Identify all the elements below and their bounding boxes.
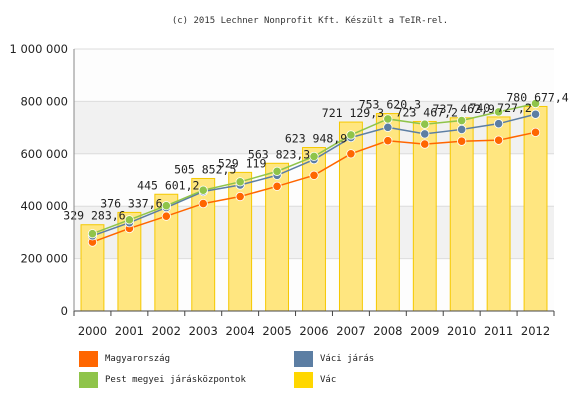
bar-data-label: 329 283,6 — [63, 209, 125, 223]
legend-label: Váci járás — [320, 354, 375, 364]
legend-swatch — [294, 351, 313, 367]
x-tick-label: 2001 — [115, 324, 144, 338]
x-tick-label: 2003 — [189, 324, 218, 338]
x-tick-label: 2007 — [336, 324, 365, 338]
series-point — [346, 130, 356, 140]
bar-data-label: 529 119 — [218, 156, 267, 170]
series-point — [530, 98, 541, 109]
x-tick-label: 2008 — [373, 324, 402, 338]
bar-data-label: 376 337,6 — [100, 196, 162, 210]
series-point — [235, 191, 245, 202]
series-point — [457, 136, 467, 146]
x-tick-label: 2009 — [410, 324, 439, 338]
y-tick-label: 200 000 — [20, 252, 68, 266]
series-point — [494, 119, 504, 129]
series-point — [198, 185, 208, 195]
series-point — [494, 107, 504, 117]
series-point — [124, 215, 134, 225]
series-point — [457, 124, 467, 135]
series-point — [272, 181, 282, 191]
legend-item-pest-megyei-jaraskozpontok[interactable]: Pest megyei járásközpontok — [79, 371, 246, 389]
series-point — [457, 115, 467, 126]
series-point — [309, 170, 319, 180]
y-tick-label: 600 000 — [20, 147, 68, 161]
series-point — [420, 129, 430, 139]
x-tick-label: 2002 — [152, 324, 181, 338]
bar-data-label: 780 677,4 — [506, 90, 568, 104]
x-tick-label: 2012 — [521, 324, 550, 338]
series-point — [87, 229, 98, 239]
y-tick-label: 800 000 — [20, 94, 68, 108]
y-tick-label: 1 000 000 — [9, 42, 68, 56]
series-point — [383, 114, 393, 124]
legend-item-vaci-jaras[interactable]: Váci járás — [294, 350, 374, 368]
bar-data-label: 563 823,3 — [248, 147, 310, 161]
series-point — [198, 198, 208, 209]
bar-data-label: 623 948,9 — [285, 132, 347, 146]
bar-data-label: 721 129,3 — [322, 106, 384, 120]
series-point — [346, 149, 356, 159]
series-point — [161, 201, 171, 211]
bar-data-label: 753 620,3 — [359, 98, 421, 112]
series-point — [383, 136, 393, 146]
series-point — [530, 109, 541, 119]
series-point — [309, 151, 319, 162]
series-point — [494, 135, 504, 145]
series-point — [235, 177, 245, 187]
bar-data-label: 740 727,2 — [469, 101, 531, 115]
bar-vac — [412, 120, 437, 312]
bar-data-label: 505 852,5 — [174, 162, 236, 176]
legend-item-magyarorszag[interactable]: Magyarország — [79, 350, 170, 368]
series-point — [420, 139, 430, 149]
bar-data-label: 737 462,9 — [433, 102, 495, 116]
series-point — [161, 211, 171, 221]
legend-label: Vác — [320, 375, 337, 385]
series-point — [272, 166, 282, 176]
legend-label: Magyarország — [105, 354, 171, 364]
legend-swatch — [79, 351, 98, 367]
x-tick-label: 2011 — [484, 324, 513, 338]
x-tick-label: 2010 — [447, 324, 476, 338]
bar-vac — [449, 117, 474, 312]
x-tick-label: 2006 — [299, 324, 328, 338]
legend-swatch — [294, 372, 313, 388]
bar-vac — [523, 105, 548, 312]
legend-swatch — [79, 372, 98, 388]
legend-label: Pest megyei járásközpontok — [105, 375, 246, 385]
y-tick-label: 0 — [61, 304, 68, 318]
x-tick-label: 2005 — [262, 324, 291, 338]
bar-vac — [486, 116, 511, 312]
bar-data-label: 445 601,2 — [137, 178, 199, 192]
series-point — [420, 119, 430, 129]
series-point — [383, 122, 393, 132]
series-point — [530, 127, 541, 137]
legend: Magyarország Váci járás Pest megyei járá… — [0, 344, 580, 400]
axes: 0 200 000 400 000 600 000 800 000 1 000 000 20… — [9, 42, 555, 338]
legend-item-vac[interactable]: Vác — [294, 371, 336, 389]
line-series — [87, 98, 541, 247]
x-tick-label: 2004 — [226, 324, 255, 338]
bar-vac — [191, 177, 216, 312]
y-tick-label: 400 000 — [20, 199, 68, 213]
bar-data-label: 723 467,2 — [396, 105, 458, 119]
x-tick-label: 2000 — [78, 324, 107, 338]
chart-credit: (c) 2015 Lechner Nonprofit Kft. Készült … — [172, 15, 448, 26]
